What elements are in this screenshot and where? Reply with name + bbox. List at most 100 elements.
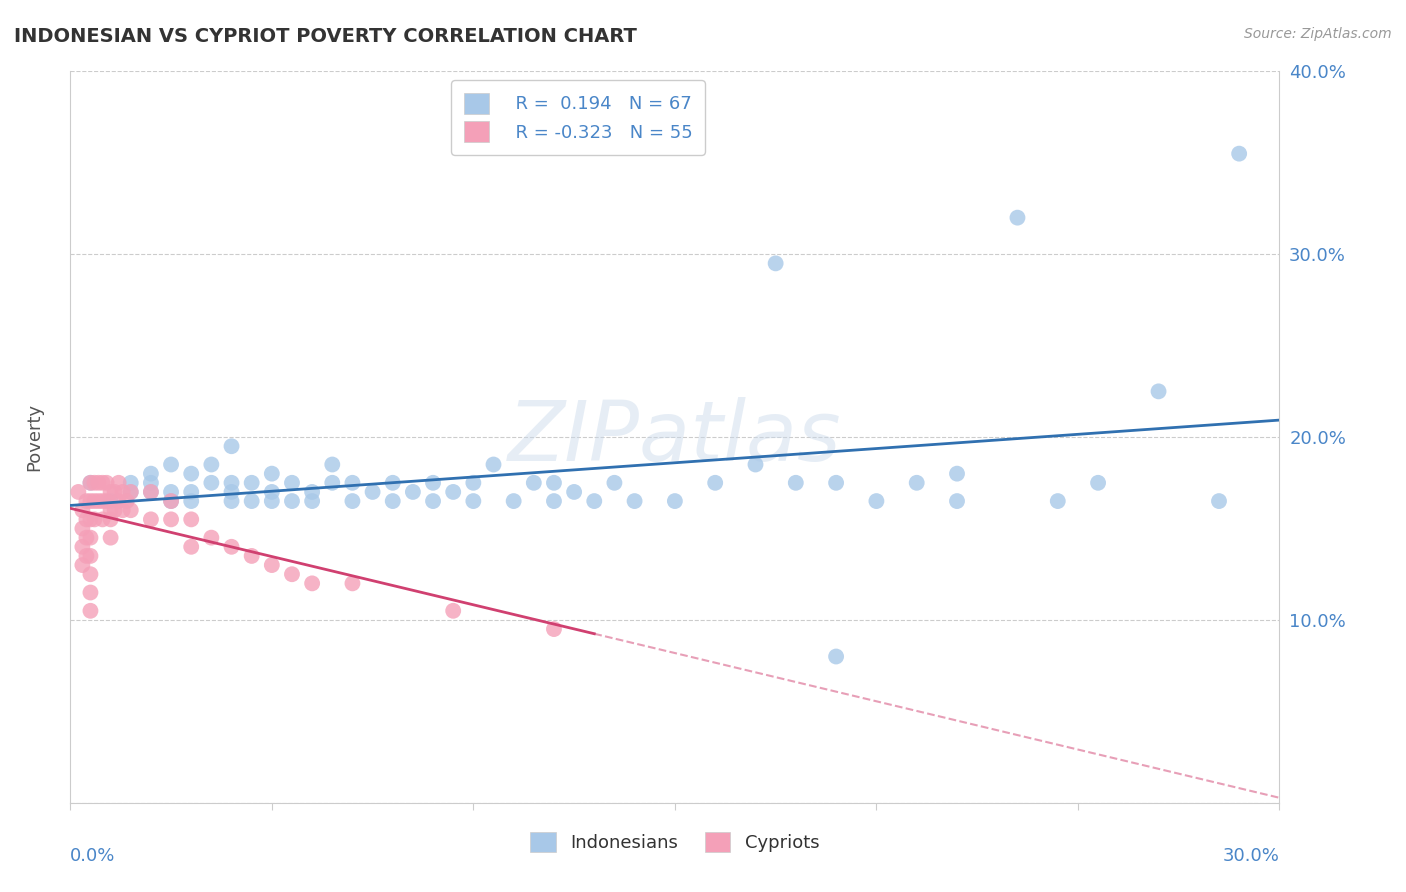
Point xyxy=(281,475,304,490)
Point xyxy=(79,475,101,490)
Point xyxy=(75,531,97,545)
Text: 0.0%: 0.0% xyxy=(70,847,115,864)
Point xyxy=(75,549,97,563)
Point xyxy=(100,512,122,526)
Point xyxy=(946,467,969,481)
Point xyxy=(221,485,243,500)
Text: ZIPatlas: ZIPatlas xyxy=(508,397,842,477)
Point xyxy=(1046,494,1069,508)
Point xyxy=(422,494,444,508)
Point xyxy=(91,494,114,508)
Point xyxy=(1087,475,1109,490)
Point xyxy=(79,585,101,599)
Point xyxy=(260,467,283,481)
Point xyxy=(67,485,90,500)
Point xyxy=(342,475,364,490)
Point xyxy=(543,494,565,508)
Text: Poverty: Poverty xyxy=(25,403,44,471)
Point xyxy=(79,512,101,526)
Point xyxy=(200,458,222,472)
Point xyxy=(1007,211,1029,225)
Point xyxy=(87,475,110,490)
Point xyxy=(79,549,101,563)
Text: Source: ZipAtlas.com: Source: ZipAtlas.com xyxy=(1244,27,1392,41)
Point xyxy=(104,485,127,500)
Point xyxy=(543,622,565,636)
Point xyxy=(240,549,263,563)
Point xyxy=(180,494,202,508)
Point xyxy=(139,475,162,490)
Point xyxy=(865,494,887,508)
Point xyxy=(100,503,122,517)
Point xyxy=(765,256,787,270)
Point xyxy=(240,475,263,490)
Point xyxy=(79,567,101,582)
Point xyxy=(83,494,105,508)
Point xyxy=(361,485,384,500)
Point xyxy=(381,494,404,508)
Point xyxy=(785,475,807,490)
Point xyxy=(543,475,565,490)
Point xyxy=(180,467,202,481)
Point xyxy=(260,485,283,500)
Point xyxy=(744,458,766,472)
Point xyxy=(301,494,323,508)
Point xyxy=(160,458,183,472)
Point xyxy=(100,494,122,508)
Point xyxy=(75,494,97,508)
Point xyxy=(704,475,727,490)
Point xyxy=(664,494,686,508)
Point xyxy=(72,558,94,573)
Point xyxy=(825,475,848,490)
Point xyxy=(946,494,969,508)
Point xyxy=(107,494,129,508)
Point xyxy=(583,494,606,508)
Point xyxy=(562,485,585,500)
Point xyxy=(402,485,425,500)
Point xyxy=(111,503,134,517)
Point xyxy=(180,512,202,526)
Point xyxy=(72,521,94,535)
Point xyxy=(301,485,323,500)
Point xyxy=(905,475,928,490)
Point xyxy=(160,512,183,526)
Point xyxy=(72,540,94,554)
Point xyxy=(281,567,304,582)
Point xyxy=(120,475,142,490)
Point xyxy=(381,475,404,490)
Point xyxy=(120,485,142,500)
Point xyxy=(139,467,162,481)
Point xyxy=(79,494,101,508)
Point xyxy=(75,512,97,526)
Point xyxy=(79,475,101,490)
Point xyxy=(1208,494,1230,508)
Point xyxy=(83,475,105,490)
Point xyxy=(523,475,546,490)
Point xyxy=(441,485,464,500)
Point xyxy=(463,475,485,490)
Point xyxy=(91,512,114,526)
Point xyxy=(100,485,122,500)
Point xyxy=(139,485,162,500)
Point xyxy=(96,494,118,508)
Text: 30.0%: 30.0% xyxy=(1223,847,1279,864)
Point xyxy=(260,494,283,508)
Point xyxy=(180,540,202,554)
Point xyxy=(91,475,114,490)
Point xyxy=(72,503,94,517)
Point xyxy=(160,494,183,508)
Point xyxy=(87,494,110,508)
Point xyxy=(111,485,134,500)
Point xyxy=(79,531,101,545)
Point xyxy=(139,485,162,500)
Point xyxy=(160,485,183,500)
Point xyxy=(422,475,444,490)
Point xyxy=(321,475,343,490)
Point xyxy=(107,475,129,490)
Point xyxy=(96,475,118,490)
Point xyxy=(200,475,222,490)
Point xyxy=(221,540,243,554)
Point xyxy=(321,458,343,472)
Point xyxy=(502,494,524,508)
Point xyxy=(342,494,364,508)
